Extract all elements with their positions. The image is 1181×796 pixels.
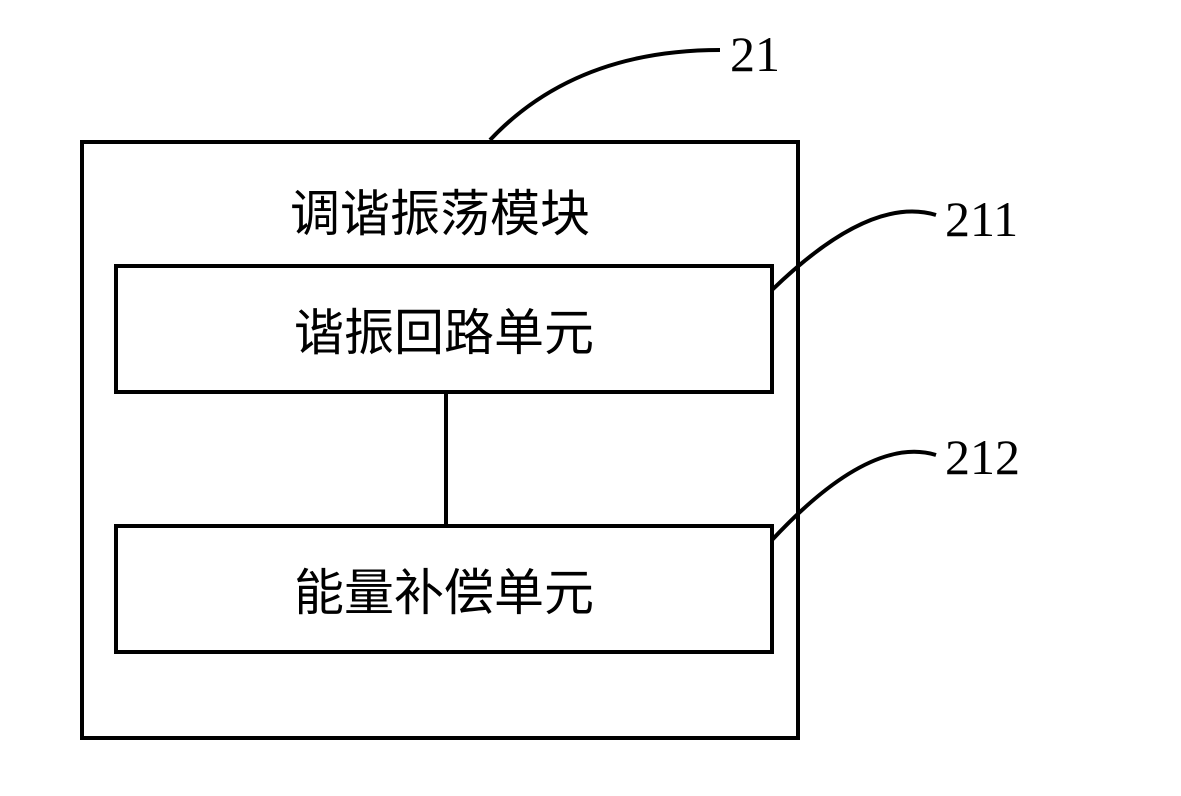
inner-unit-1-text: 谐振回路单元 bbox=[294, 293, 594, 365]
inner-unit-2-text: 能量补偿单元 bbox=[294, 553, 594, 625]
label-21: 21 bbox=[730, 25, 780, 83]
outer-module-box: 调谐振荡模块 谐振回路单元 能量补偿单元 bbox=[80, 140, 800, 740]
inner-unit-1: 谐振回路单元 bbox=[114, 264, 774, 394]
unit-connector bbox=[444, 394, 448, 524]
inner-unit-2: 能量补偿单元 bbox=[114, 524, 774, 654]
leader-line-21 bbox=[490, 50, 720, 140]
label-211: 211 bbox=[945, 190, 1018, 248]
diagram-container: 调谐振荡模块 谐振回路单元 能量补偿单元 bbox=[80, 140, 800, 740]
label-212: 212 bbox=[945, 428, 1020, 486]
module-title: 调谐振荡模块 bbox=[290, 174, 590, 246]
